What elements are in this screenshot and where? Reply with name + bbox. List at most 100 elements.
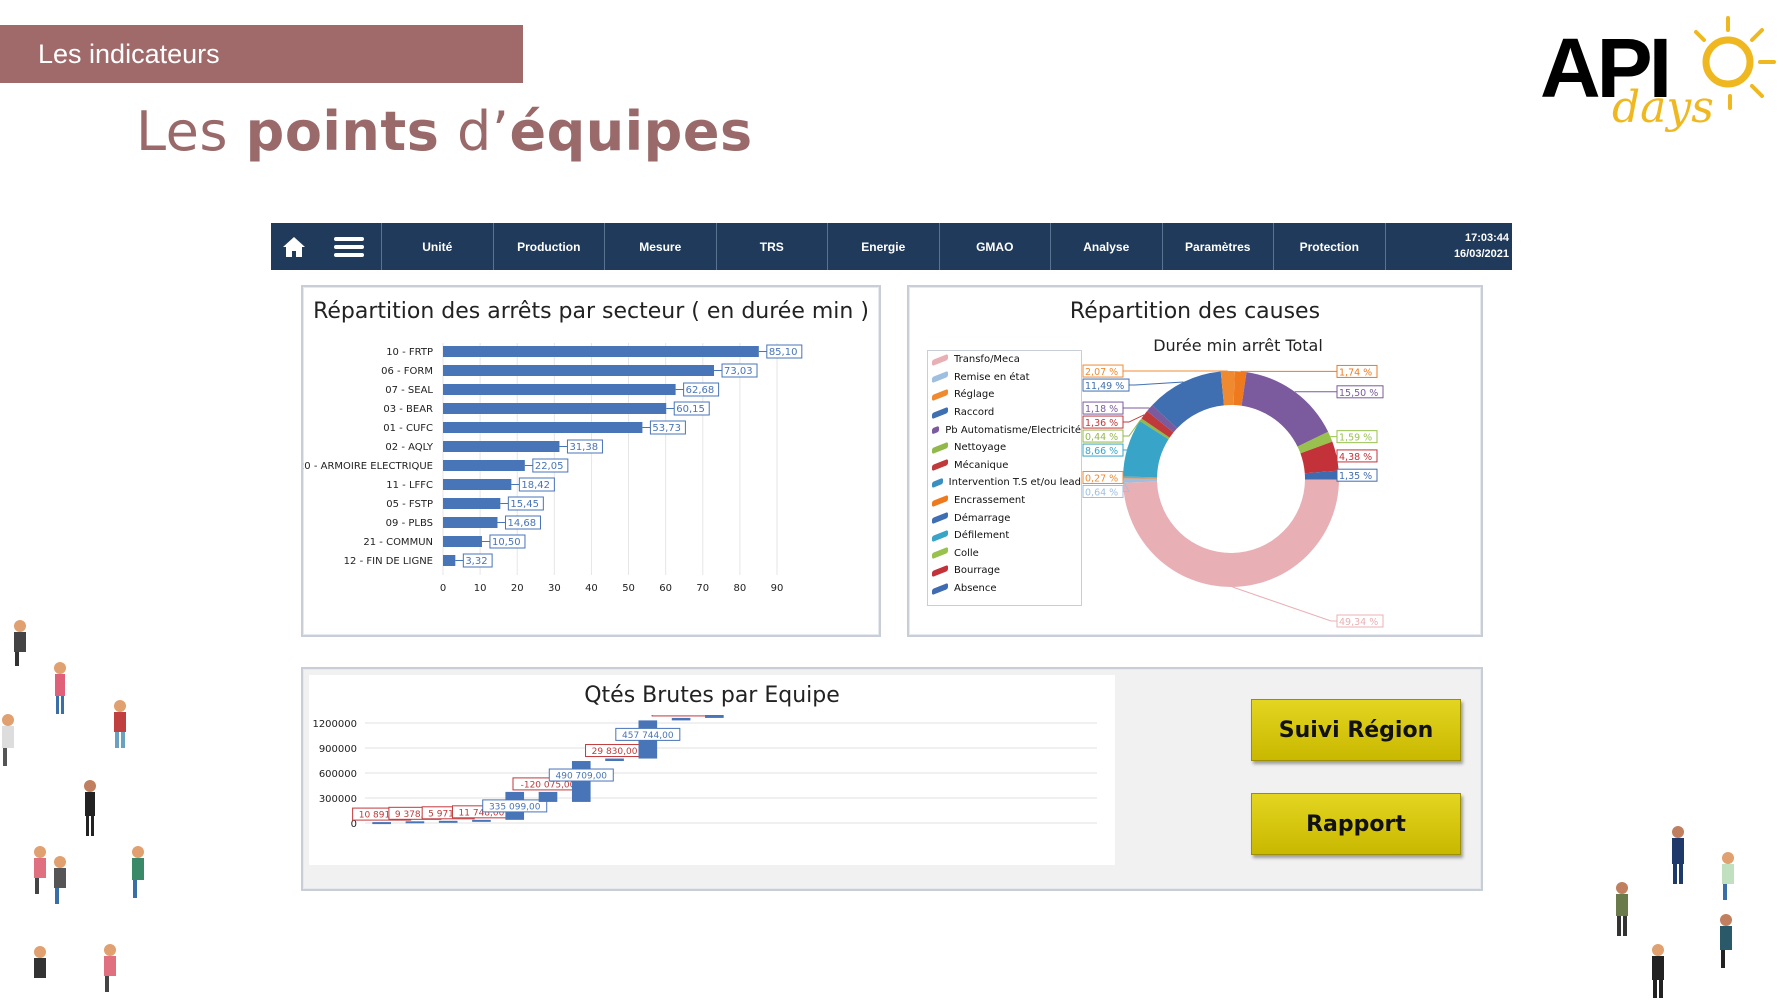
x-tick-label: 40: [585, 583, 598, 594]
legend-item: Transfo/Meca: [928, 351, 1081, 369]
data-label-box: [462, 553, 493, 568]
nav-item-unite[interactable]: Unité: [382, 223, 494, 270]
legend-label: Défilement: [954, 530, 1010, 542]
waterfall-bar: [472, 819, 491, 822]
category-label: 11 - LFFC: [386, 480, 433, 491]
bar: [443, 517, 498, 528]
data-label: 18,42: [521, 480, 550, 491]
y-tick-label: 600000: [319, 769, 357, 780]
nav-item-protection[interactable]: Protection: [1274, 223, 1386, 270]
menu-button[interactable]: [316, 223, 382, 270]
donut-label: 0,64 %: [1085, 487, 1118, 498]
logo-text-days: days: [1612, 82, 1714, 133]
donut-slice: [1123, 421, 1169, 478]
legend-item: Défilement: [928, 527, 1081, 545]
waterfall-label-box: [651, 715, 711, 717]
donut-subtitle: Durée min arrêt Total: [1153, 336, 1323, 355]
data-label-box: [518, 477, 555, 492]
donut-label-box: [1336, 468, 1378, 482]
person-figure: [1616, 826, 1734, 998]
rapport-button[interactable]: Rapport: [1251, 793, 1461, 855]
data-label-box: [507, 496, 544, 511]
bar: [443, 365, 715, 376]
x-tick-label: 90: [771, 583, 784, 594]
donut-label-box: [1082, 415, 1124, 429]
legend-item: Absence: [928, 580, 1081, 598]
bar: [443, 555, 456, 566]
y-tick-label: 1200000: [312, 719, 357, 730]
donut-label: 1,18 %: [1085, 404, 1118, 415]
legend-label: Encrassement: [954, 495, 1026, 507]
x-tick-label: 80: [734, 583, 747, 594]
crowd-right-illustration: [1616, 826, 1734, 998]
legend-swatch: [932, 547, 948, 560]
donut-label-box: [1082, 378, 1130, 392]
data-label-box: [721, 363, 758, 378]
donut-label-box: [1082, 443, 1124, 457]
suivi-region-button[interactable]: Suivi Région: [1251, 699, 1461, 761]
data-label: 15,45: [510, 499, 539, 510]
nav-item-production[interactable]: Production: [494, 223, 605, 270]
data-label: 53,73: [652, 423, 681, 434]
donut-label: 0,27 %: [1085, 473, 1118, 484]
data-label: 62,68: [686, 385, 715, 396]
category-label: 10 - FRTP: [386, 347, 433, 358]
hamburger-menu-icon: [333, 236, 364, 257]
waterfall-bar: [538, 791, 558, 802]
y-tick-label: 300000: [319, 794, 357, 805]
data-label-box: [649, 420, 686, 435]
y-tick-label: 900000: [319, 744, 357, 755]
waterfall-label: 29 830,00: [592, 747, 638, 757]
data-label-box: [766, 344, 803, 359]
donut-label-box: [1082, 484, 1124, 498]
x-tick-label: 60: [659, 583, 672, 594]
causes-donut-chart: Durée min arrêt Total 1,74 % 15,50 % 1,59 %…: [1082, 336, 1384, 628]
stops-chart-title: Répartition des arrêts par secteur ( en …: [313, 299, 869, 324]
waterfall-label: 457 744,00: [622, 731, 674, 741]
sun-icon: [1694, 16, 1776, 110]
donut-slice: [1123, 476, 1158, 479]
donut-label-box: [1336, 430, 1378, 444]
waterfall-bar: [438, 820, 458, 823]
waterfall-bar: [372, 822, 391, 825]
legend-swatch: [932, 564, 948, 578]
nav-item-mesure[interactable]: Mesure: [605, 223, 717, 270]
waterfall-label: 29 609,00: [658, 715, 704, 716]
bar: [443, 384, 676, 395]
donut-slice: [1297, 431, 1333, 454]
data-label-box: [566, 439, 603, 454]
donut-slice: [1233, 371, 1247, 406]
nav-item-analyse[interactable]: Analyse: [1051, 223, 1163, 270]
waterfall-label: -120 075,00: [521, 780, 576, 790]
legend-label: Réglage: [954, 389, 995, 401]
teams-panel: Qtés Brutes par Equipe 1200000 900000 6000…: [301, 667, 1483, 891]
legend-label: Nettoyage: [954, 442, 1007, 454]
nav-item-energie[interactable]: Energie: [828, 223, 940, 270]
legend-label: Transfo/Meca: [954, 354, 1020, 366]
data-label-box: [673, 401, 710, 416]
nav-item-trs[interactable]: TRS: [717, 223, 828, 270]
category-label: 05 - FSTP: [386, 499, 433, 510]
causes-chart-title: Répartition des causes: [1069, 299, 1321, 324]
category-label: 21 - COMMUN: [363, 537, 433, 548]
waterfall-bar: [605, 758, 624, 762]
bar: [443, 403, 667, 414]
title-text-1: Les: [136, 100, 246, 163]
title-text-2: d’: [439, 100, 510, 163]
category-label: 02 - AQLY: [385, 442, 433, 453]
category-label: 07 - SEAL: [385, 385, 433, 396]
nav-item-gmao[interactable]: GMAO: [940, 223, 1051, 270]
x-tick-label: 70: [696, 583, 709, 594]
legend-swatch: [932, 494, 948, 507]
home-button[interactable]: [271, 223, 316, 270]
donut-label: 15,50 %: [1339, 388, 1378, 399]
top-navbar: Unité Production Mesure TRS Energie GMAO…: [271, 223, 1512, 270]
legend-swatch: [932, 441, 948, 454]
data-label: 14,68: [507, 518, 536, 529]
data-label-box: [504, 515, 541, 530]
nav-item-parametres[interactable]: Paramètres: [1163, 223, 1274, 270]
donut-label: 1,35 %: [1339, 471, 1372, 482]
legend-swatch: [932, 477, 943, 489]
stops-bar-chart: 0 10 20 30 40 50 60 70 80 90 10 - FRTP 85,10 06 - FO…: [303, 343, 803, 594]
legend-swatch: [932, 353, 948, 367]
